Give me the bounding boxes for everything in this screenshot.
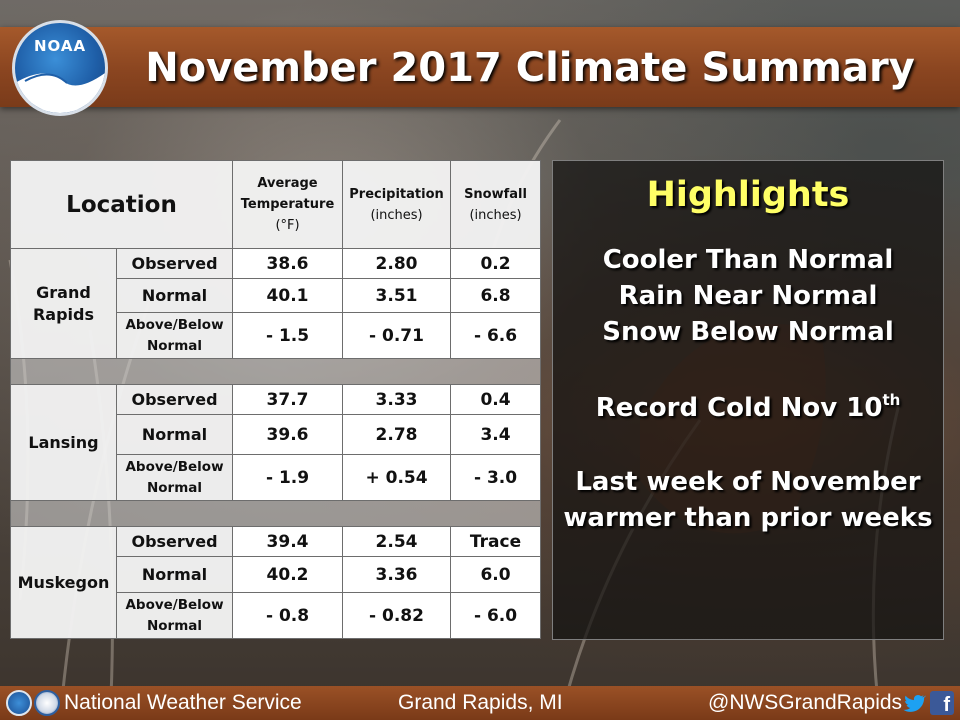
cell-precip: 3.33 <box>342 384 452 415</box>
cell-snow: 6.0 <box>450 556 542 593</box>
header-temperature-line2: Temperature <box>240 197 335 212</box>
title-banner <box>0 27 960 107</box>
cell-precip-departure: + 0.54 <box>342 454 452 501</box>
footer-handle[interactable]: @NWSGrandRapids <box>708 691 903 714</box>
cell-temp: 40.2 <box>232 556 344 593</box>
highlights-panel: Highlights Cooler Than Normal Rain Near … <box>552 160 944 640</box>
table-row: Lansing Observed 37.7 3.33 0.4 <box>10 384 542 501</box>
table-header-row: Location Average Temperature (°F) Precip… <box>9 160 542 249</box>
table-row: Muskegon Observed 39.4 2.54 Trace <box>10 526 542 639</box>
header-precipitation-label: Precipitation <box>349 186 444 202</box>
cell-temp: 39.4 <box>232 526 344 557</box>
cell-snow-departure: - 3.0 <box>450 454 542 501</box>
table-row: Normal 40.2 3.36 6.0 <box>11 556 542 593</box>
cell-precip: 3.51 <box>342 278 452 313</box>
row-label-above-below: Above/Below Normal <box>115 592 234 639</box>
footer-org: National Weather Service <box>64 691 302 714</box>
header-temperature-unit: (°F) <box>275 218 300 233</box>
location-muskegon: Muskegon <box>10 526 117 639</box>
header-snowfall-label: Snowfall <box>464 186 527 202</box>
highlight-last-week-line2: warmer than prior weeks <box>563 503 933 533</box>
table-row: Normal 40.1 3.51 6.8 <box>11 278 542 313</box>
header-snowfall-unit: (inches) <box>469 207 522 223</box>
row-label-above-below-line2: Normal <box>146 617 203 634</box>
highlights-title: Highlights <box>646 175 850 215</box>
footer-office: Grand Rapids, MI <box>398 691 563 714</box>
noaa-mini-icon <box>6 690 32 716</box>
nws-logo-icon <box>34 690 60 716</box>
highlight-record-cold: Record Cold Nov 10th <box>553 391 943 423</box>
record-cold-text: Record Cold Nov 10 <box>595 393 883 423</box>
location-name-line1: Grand <box>36 282 91 302</box>
row-label-observed: Observed <box>115 384 234 415</box>
location-name-line1: Muskegon <box>17 572 110 592</box>
cell-snow: Trace <box>450 526 542 557</box>
row-label-observed: Observed <box>115 526 234 557</box>
cell-temp: 39.6 <box>232 414 344 455</box>
location-lansing: Lansing <box>10 384 117 501</box>
cell-temp-departure: - 0.8 <box>232 592 344 639</box>
noaa-logo-icon: NOAA <box>12 20 108 116</box>
row-label-above-below-line2: Normal <box>146 337 203 354</box>
row-label-normal: Normal <box>115 278 234 313</box>
row-label-above-below-line2: Normal <box>146 479 203 496</box>
climate-table: Location Average Temperature (°F) Precip… <box>9 160 542 639</box>
cell-temp: 38.6 <box>232 248 344 279</box>
page-title: November 2017 Climate Summary <box>145 45 915 91</box>
highlight-line: Snow Below Normal <box>602 317 894 347</box>
record-cold-suffix: th <box>882 391 901 409</box>
cell-precip: 2.78 <box>342 414 452 455</box>
cell-temp: 37.7 <box>232 384 344 415</box>
cell-precip: 3.36 <box>342 556 452 593</box>
cell-precip-departure: - 0.71 <box>342 312 452 359</box>
table-row: Above/Below Normal - 1.9 + 0.54 - 3.0 <box>11 454 542 501</box>
twitter-icon[interactable] <box>902 691 926 715</box>
table-row: Normal 39.6 2.78 3.4 <box>11 414 542 455</box>
highlight-last-week-line1: Last week of November <box>575 467 921 497</box>
header-precipitation: Precipitation (inches) <box>342 160 452 249</box>
footer-bar: National Weather Service Grand Rapids, M… <box>0 686 960 720</box>
cell-temp-departure: - 1.9 <box>232 454 344 501</box>
table-row: Grand Rapids Observed 38.6 2.80 0.2 <box>10 248 542 359</box>
cell-precip: 2.80 <box>342 248 452 279</box>
header-precipitation-unit: (inches) <box>370 207 423 223</box>
highlight-line: Rain Near Normal <box>618 281 878 311</box>
cell-temp: 40.1 <box>232 278 344 313</box>
row-label-normal: Normal <box>115 556 234 593</box>
separator-cell <box>9 358 542 385</box>
row-label-normal: Normal <box>115 414 234 455</box>
cell-precip-departure: - 0.82 <box>342 592 452 639</box>
cell-snow-departure: - 6.0 <box>450 592 542 639</box>
highlight-line: Cooler Than Normal <box>602 245 894 275</box>
row-label-above-below: Above/Below Normal <box>115 454 234 501</box>
table-row: Above/Below Normal - 1.5 - 0.71 - 6.6 <box>11 312 542 359</box>
row-label-above-below-line1: Above/Below <box>125 316 224 333</box>
cell-snow: 0.4 <box>450 384 542 415</box>
row-label-above-below-line1: Above/Below <box>125 596 224 613</box>
cell-snow: 0.2 <box>450 248 542 279</box>
cell-temp-departure: - 1.5 <box>232 312 344 359</box>
cell-precip: 2.54 <box>342 526 452 557</box>
cell-snow-departure: - 6.6 <box>450 312 542 359</box>
row-label-above-below: Above/Below Normal <box>115 312 234 359</box>
table-separator <box>9 500 542 527</box>
header-temperature: Average Temperature (°F) <box>232 160 344 249</box>
location-name-line1: Lansing <box>28 432 99 452</box>
row-label-observed: Observed <box>115 248 234 279</box>
noaa-logo-text: NOAA <box>33 37 87 55</box>
cell-snow: 6.8 <box>450 278 542 313</box>
location-name-line2: Rapids <box>32 304 95 324</box>
cell-snow: 3.4 <box>450 414 542 455</box>
row-label-above-below-line1: Above/Below <box>125 458 224 475</box>
header-location: Location <box>9 160 234 249</box>
table-row: Above/Below Normal - 0.8 - 0.82 - 6.0 <box>11 592 542 639</box>
header-temperature-line1: Average <box>257 176 318 191</box>
table-separator <box>9 358 542 385</box>
separator-cell <box>9 500 542 527</box>
location-grand-rapids: Grand Rapids <box>10 248 117 359</box>
facebook-icon[interactable]: f <box>930 691 954 716</box>
header-snowfall: Snowfall (inches) <box>450 160 542 249</box>
